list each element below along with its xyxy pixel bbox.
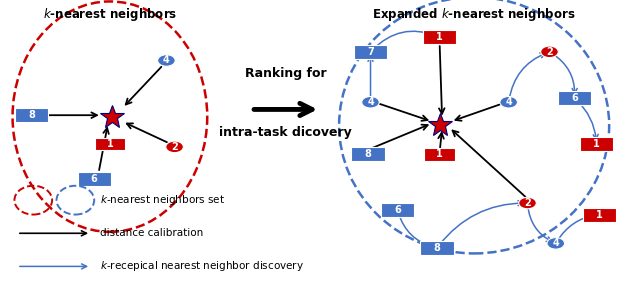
Text: 4: 4 — [163, 56, 170, 65]
Text: 8: 8 — [28, 110, 35, 120]
Text: $k$-recepical nearest neighbor discovery: $k$-recepical nearest neighbor discovery — [100, 259, 305, 273]
Ellipse shape — [166, 141, 183, 153]
Text: 1: 1 — [593, 139, 600, 149]
Ellipse shape — [541, 46, 558, 58]
Text: Expanded $k$-nearest neighbors: Expanded $k$-nearest neighbors — [372, 6, 576, 23]
Text: 1: 1 — [597, 210, 603, 219]
FancyBboxPatch shape — [423, 31, 456, 44]
Ellipse shape — [519, 197, 536, 209]
Text: 1: 1 — [107, 139, 113, 149]
Text: $k$-nearest neighbors: $k$-nearest neighbors — [43, 6, 177, 23]
Ellipse shape — [158, 55, 175, 66]
FancyBboxPatch shape — [580, 137, 614, 151]
Text: 2: 2 — [546, 47, 553, 57]
Text: 6: 6 — [91, 174, 97, 183]
FancyBboxPatch shape — [425, 148, 455, 160]
Text: 4: 4 — [506, 97, 512, 107]
Ellipse shape — [500, 96, 517, 108]
Text: 2: 2 — [171, 142, 178, 152]
Text: 4: 4 — [553, 238, 559, 248]
Text: distance calibration: distance calibration — [100, 228, 203, 238]
Text: 1: 1 — [436, 33, 443, 42]
FancyBboxPatch shape — [95, 138, 125, 150]
FancyBboxPatch shape — [558, 91, 592, 105]
Text: 8: 8 — [434, 243, 440, 253]
Text: $k$-nearest neighbors set: $k$-nearest neighbors set — [100, 193, 225, 207]
FancyBboxPatch shape — [354, 45, 387, 59]
Text: Ranking for: Ranking for — [245, 67, 327, 80]
Text: 6: 6 — [571, 93, 578, 103]
Text: 2: 2 — [524, 198, 531, 208]
Text: 4: 4 — [367, 97, 374, 107]
Text: 6: 6 — [394, 205, 401, 215]
Text: 7: 7 — [367, 47, 374, 57]
FancyBboxPatch shape — [421, 241, 453, 255]
FancyBboxPatch shape — [583, 208, 617, 221]
FancyBboxPatch shape — [352, 147, 384, 161]
Text: 1: 1 — [436, 149, 443, 159]
Ellipse shape — [362, 96, 379, 108]
Ellipse shape — [547, 238, 565, 249]
FancyBboxPatch shape — [78, 172, 111, 185]
Text: 8: 8 — [365, 149, 371, 159]
FancyBboxPatch shape — [381, 203, 414, 217]
FancyBboxPatch shape — [15, 108, 48, 122]
Text: intra-task dicovery: intra-task dicovery — [219, 126, 352, 139]
